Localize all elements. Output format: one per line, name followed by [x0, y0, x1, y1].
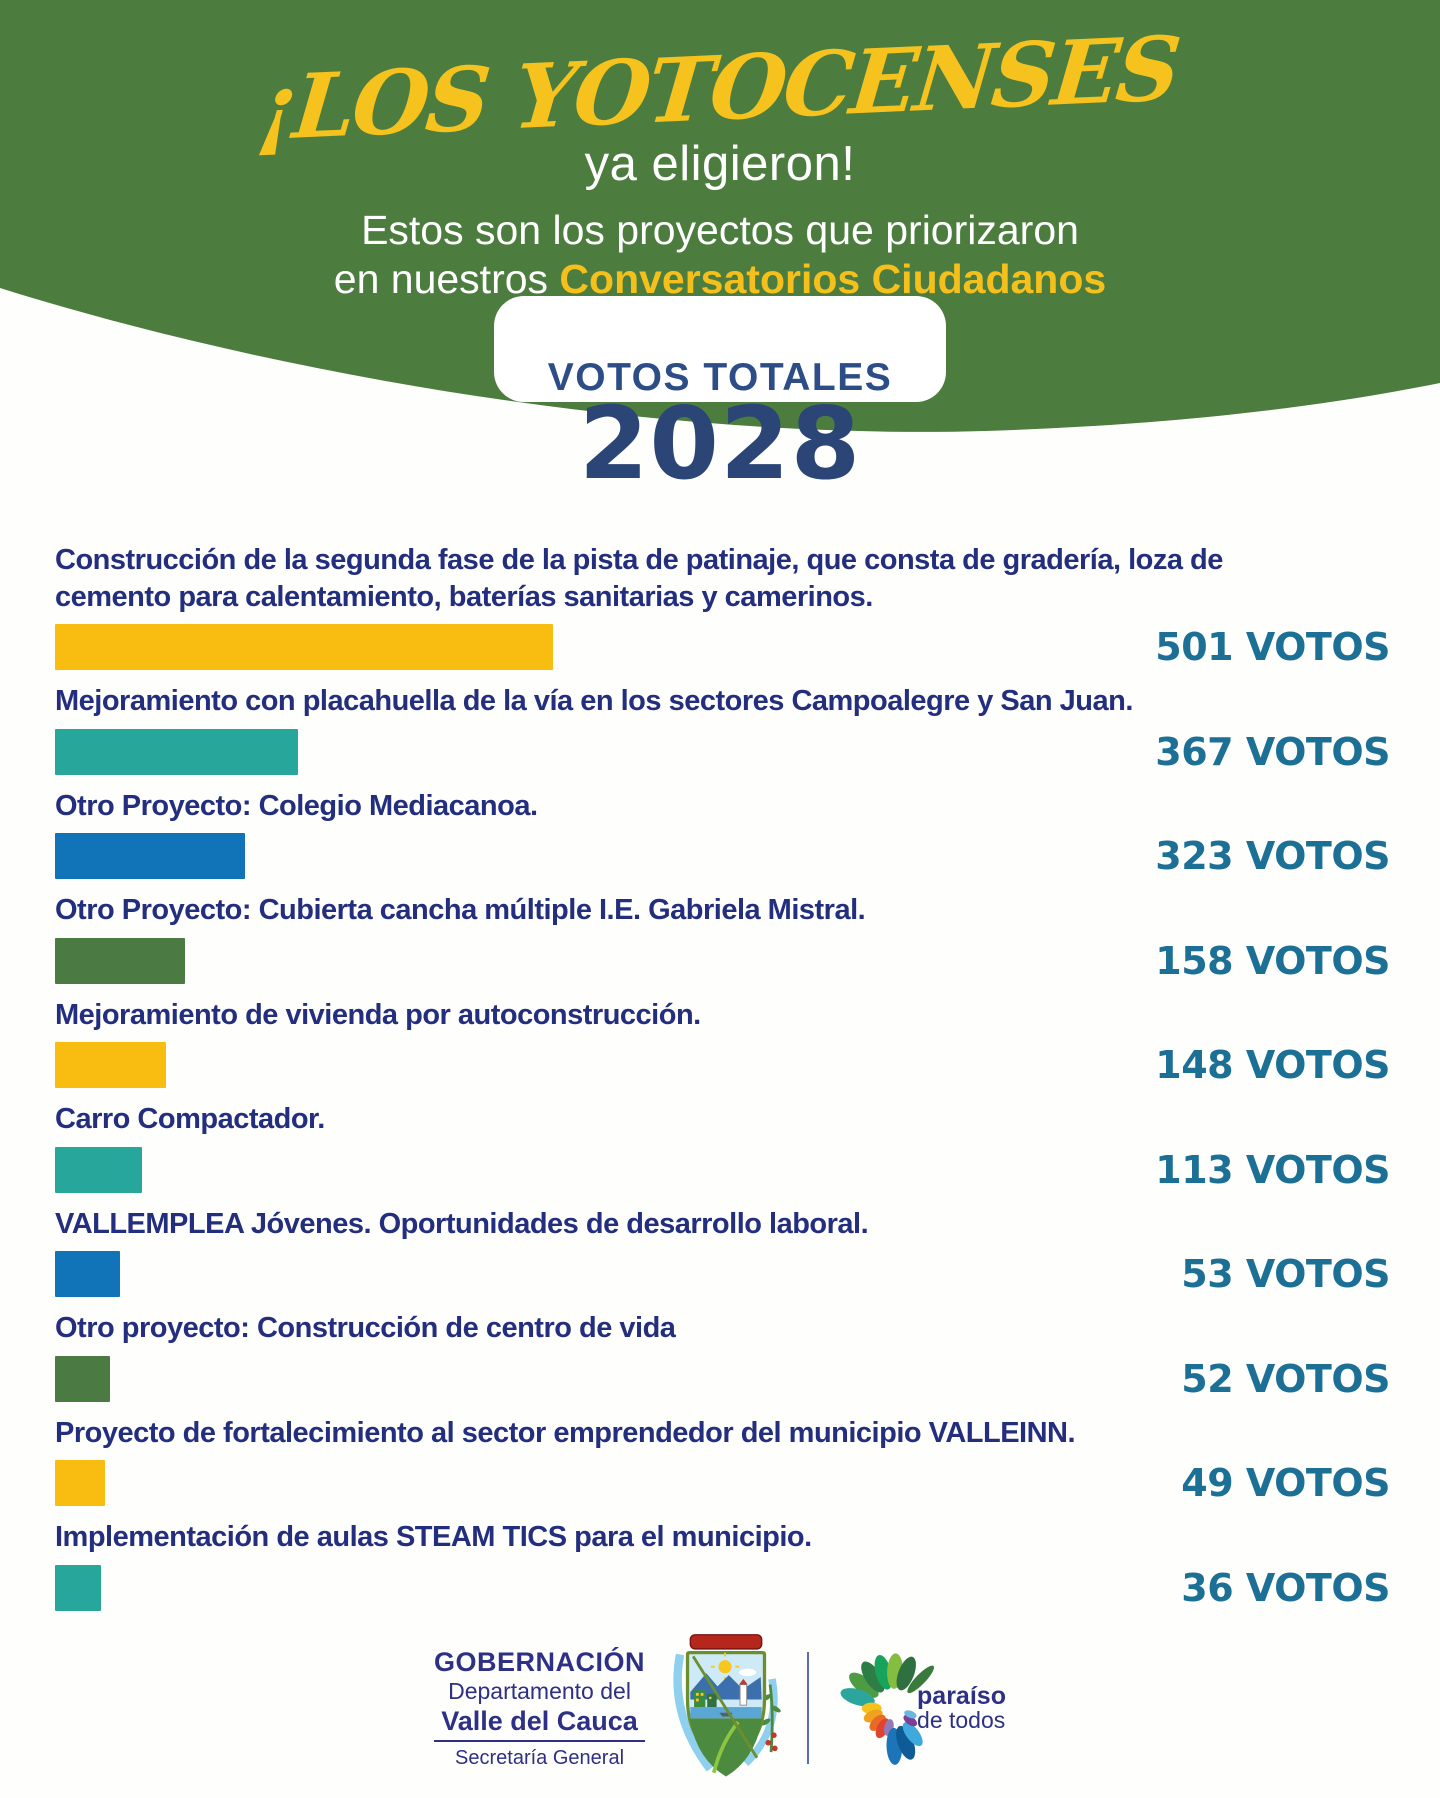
votos-totales-value: 2028 [578, 385, 862, 502]
project-votes: 49 VOTOS [1181, 1461, 1390, 1506]
project-row: Proyecto de fortalecimiento al sector em… [55, 1415, 1390, 1507]
gobernacion-valle: Valle del Cauca [441, 1705, 638, 1736]
project-row: Mejoramiento con placahuella de la vía e… [55, 683, 1390, 775]
project-row: Otro Proyecto: Colegio Mediacanoa. 323 V… [55, 788, 1390, 880]
project-bar [55, 1564, 101, 1611]
project-label: Otro Proyecto: Colegio Mediacanoa. [55, 789, 538, 822]
project-label: Otro proyecto: Construcción de centro de… [55, 1312, 676, 1345]
project-bar-line: 49 VOTOS [55, 1460, 1390, 1507]
project-label: VALLEMPLEA Jóvenes. Oportunidades de des… [55, 1207, 869, 1240]
footer-divider [807, 1652, 810, 1764]
project-row: Construcción de la segunda fase de la pi… [55, 542, 1390, 671]
project-votes: 501 VOTOS [1155, 625, 1390, 670]
gobernacion-secretaria: Secretaría General [434, 1739, 646, 1769]
project-label: Mejoramiento de vivienda por autoconstru… [55, 998, 701, 1031]
project-row: Otro proyecto: Construcción de centro de… [55, 1310, 1390, 1402]
paraiso-text: paraíso de todos [917, 1681, 1006, 1734]
intro-line1: Estos son los proyectos que priorizaron [361, 207, 1079, 254]
project-bar [55, 1146, 142, 1193]
paraiso-burst-icon [840, 1653, 935, 1765]
gobernacion-departamento: Departamento del [448, 1677, 631, 1704]
gobernacion-title: GOBERNACIÓN [434, 1646, 646, 1677]
header-curve-background [0, 0, 1440, 432]
project-bar-line: 367 VOTOS [55, 728, 1390, 775]
project-votes: 52 VOTOS [1181, 1356, 1390, 1401]
project-bar-line: 113 VOTOS [55, 1146, 1390, 1193]
project-row: Mejoramiento de vivienda por autoconstru… [55, 997, 1390, 1089]
project-bar [55, 1042, 166, 1089]
project-label: Proyecto de fortalecimiento al sector em… [55, 1416, 1076, 1449]
votos-totales-label: VOTOS TOTALES [547, 356, 893, 399]
project-bar [55, 1460, 105, 1507]
project-votes: 53 VOTOS [1181, 1252, 1390, 1297]
project-row: Implementación de aulas STEAM TICS para … [55, 1519, 1390, 1611]
project-bar [55, 728, 298, 775]
intro-line2-prefix: en nuestros [333, 255, 560, 302]
project-votes: 323 VOTOS [1155, 834, 1390, 879]
project-row: Carro Compactador. 113 VOTOS [55, 1101, 1390, 1193]
projects-list: Construcción de la segunda fase de la pi… [55, 542, 1390, 1624]
project-votes: 158 VOTOS [1155, 938, 1390, 983]
project-bar-line: 501 VOTOS [55, 624, 1390, 671]
project-label: Otro Proyecto: Cubierta cancha múltiple … [55, 894, 866, 927]
project-bar-line: 36 VOTOS [55, 1564, 1390, 1611]
de-todos-word: de todos [917, 1707, 1006, 1734]
project-row: VALLEMPLEA Jóvenes. Oportunidades de des… [55, 1206, 1390, 1298]
project-bar [55, 624, 553, 671]
project-votes: 148 VOTOS [1155, 1043, 1390, 1088]
paraiso-de-todos-logo: paraíso de todos [829, 1644, 1006, 1772]
project-bar [55, 1355, 110, 1402]
header: ¡Los Yotocenses ya eligieron! Estos son … [0, 0, 1440, 303]
intro-text: Estos son los proyectos que priorizaron … [0, 206, 1440, 303]
project-bar [55, 937, 185, 984]
project-bar-line: 148 VOTOS [55, 1042, 1390, 1089]
project-votes: 113 VOTOS [1155, 1147, 1390, 1192]
project-label: Implementación de aulas STEAM TICS para … [55, 1521, 812, 1554]
project-bar-line: 158 VOTOS [55, 937, 1390, 984]
project-bar [55, 1251, 120, 1298]
project-label: Construcción de la segunda fase de la pi… [55, 544, 1223, 613]
project-bar-line: 323 VOTOS [55, 833, 1390, 880]
project-votes: 367 VOTOS [1155, 729, 1390, 774]
project-label: Mejoramiento con placahuella de la vía e… [55, 685, 1133, 718]
footer: GOBERNACIÓN Departamento del Valle del C… [0, 1630, 1440, 1786]
paraiso-word: paraíso [917, 1681, 1006, 1710]
votos-totales-pill: VOTOS TOTALES [494, 296, 946, 402]
gobernacion-block: GOBERNACIÓN Departamento del Valle del C… [434, 1646, 646, 1770]
project-row: Otro Proyecto: Cubierta cancha múltiple … [55, 892, 1390, 984]
project-label: Carro Compactador. [55, 1103, 325, 1136]
project-votes: 36 VOTOS [1181, 1565, 1390, 1610]
project-bar-line: 53 VOTOS [55, 1251, 1390, 1298]
valle-del-cauca-coat-of-arms-icon [673, 1634, 781, 1777]
poster-subtitle: ya eligieron! [584, 137, 856, 192]
intro-line2-highlight: Conversatorios Ciudadanos [559, 255, 1107, 302]
project-bar [55, 833, 245, 880]
project-bar-line: 52 VOTOS [55, 1355, 1390, 1402]
